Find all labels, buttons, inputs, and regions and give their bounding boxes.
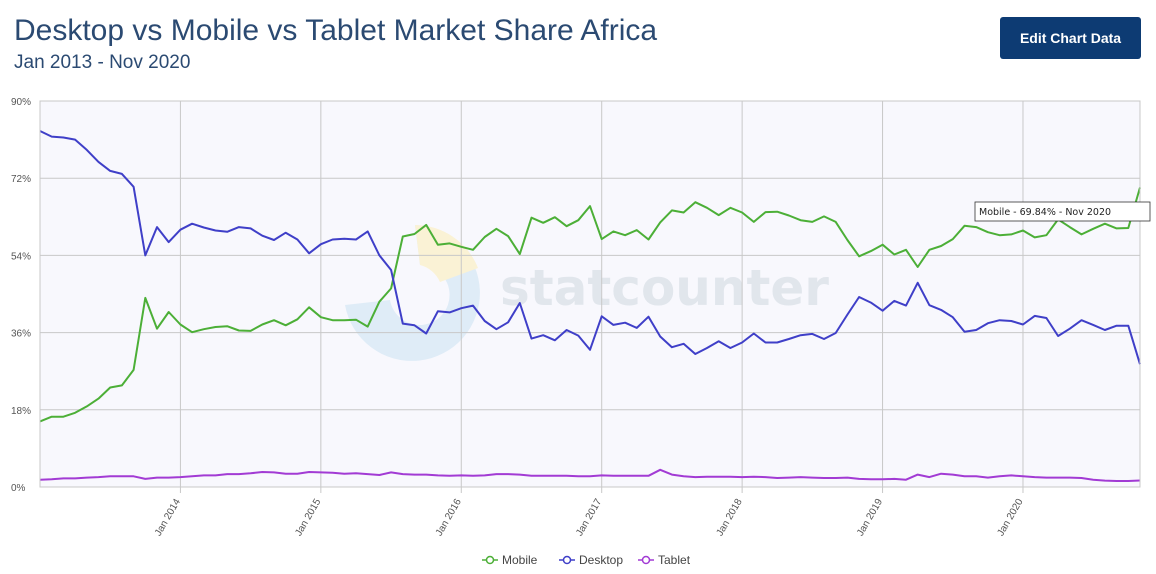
legend: Mobile Desktop Tablet [482, 553, 691, 567]
chart-title: Desktop vs Mobile vs Tablet Market Share… [14, 14, 658, 47]
tooltip-box [974, 201, 1151, 222]
tooltip-text: Mobile - 69.84% - Nov 2020 [979, 207, 1111, 218]
watermark-logo-accent-icon [415, 225, 478, 282]
series-lines [39, 130, 1141, 482]
x-tick-label: Jan 2019 [855, 497, 885, 539]
y-tick-label: 18% [11, 406, 31, 417]
legend-label: Desktop [579, 553, 623, 567]
y-tick-label: 90% [11, 97, 31, 108]
legend-label: Mobile [502, 553, 538, 567]
series-line-tablet [39, 468, 1141, 482]
x-tick-label: Jan 2016 [434, 497, 464, 539]
grid-lines [40, 101, 1140, 487]
legend-item-desktop[interactable]: Desktop [559, 553, 623, 567]
y-tick-label: 72% [11, 174, 31, 185]
statcounter-watermark: statcounter [345, 225, 829, 361]
x-tick-label: Jan 2015 [293, 497, 323, 539]
y-tick-label: 0% [11, 483, 26, 494]
legend-circle-marker [485, 555, 495, 565]
y-axis: 0% 18% 36% 54% 72% 90% [11, 97, 31, 494]
edit-chart-data-button[interactable]: Edit Chart Data [1000, 17, 1141, 59]
legend-circle-marker [562, 555, 572, 565]
watermark-text: statcounter [500, 259, 829, 317]
legend-circle-marker [641, 555, 651, 565]
chart-subtitle: Jan 2013 - Nov 2020 [14, 52, 191, 73]
legend-item-mobile[interactable]: Mobile [482, 553, 538, 567]
plot-background [40, 101, 1140, 487]
series-line-desktop [39, 130, 1141, 365]
legend-label: Tablet [658, 553, 691, 567]
x-tick-label: Jan 2014 [153, 497, 183, 539]
x-tick-label: Jan 2020 [995, 497, 1025, 539]
x-axis: Jan 2014 Jan 2015 Jan 2016 Jan 2017 Jan 2018… [153, 487, 1026, 538]
tooltip: Mobile - 69.84% - Nov 2020 [974, 201, 1151, 222]
y-tick-label: 36% [11, 329, 31, 340]
x-tick-label: Jan 2018 [715, 497, 745, 539]
y-tick-label: 54% [11, 251, 31, 262]
legend-item-tablet[interactable]: Tablet [638, 553, 691, 567]
series-line-mobile [39, 187, 1141, 423]
plot-border [39, 100, 1141, 488]
x-tick-label: Jan 2017 [574, 497, 604, 539]
